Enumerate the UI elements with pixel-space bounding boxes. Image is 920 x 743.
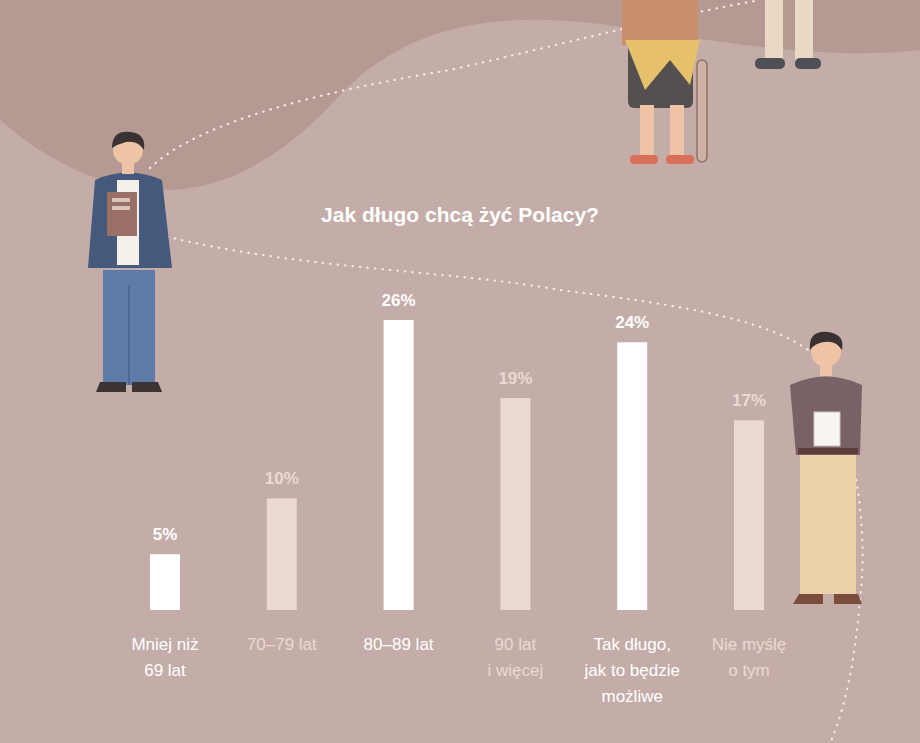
bar <box>500 398 530 610</box>
illustration-man-left <box>88 132 172 392</box>
bars <box>150 320 764 610</box>
category-label: Mniej niż 69 lat <box>90 632 240 684</box>
shoe <box>834 594 862 604</box>
value-label: 26% <box>382 291 416 310</box>
hair <box>810 332 843 350</box>
flannel <box>625 40 700 90</box>
title: Jak długo chcą żyć Polacy? <box>321 203 599 226</box>
shirt <box>622 0 698 45</box>
category-label: Nie myślę o tym <box>674 632 824 684</box>
leg <box>670 105 684 157</box>
value-label: 24% <box>615 313 649 332</box>
bar <box>734 420 764 610</box>
value-label: 17% <box>732 391 766 410</box>
skateboard <box>697 60 707 162</box>
leg <box>640 105 654 157</box>
belt <box>798 448 858 454</box>
shoe <box>96 382 126 392</box>
chart-svg: Jak długo chcą żyć Polacy? 5% 10% 26% 19% 24%… <box>0 0 920 743</box>
pants <box>103 270 155 385</box>
leg <box>795 0 813 60</box>
pants <box>800 452 856 594</box>
shoe <box>755 58 785 69</box>
hair <box>112 132 144 150</box>
shoe <box>793 594 823 604</box>
value-label: 19% <box>498 369 532 388</box>
category-label: 80–89 lat <box>324 632 474 658</box>
shoe <box>630 155 658 164</box>
value-label: 10% <box>265 469 299 488</box>
category-label: Tak długo, jak to będzie możliwe <box>557 632 707 710</box>
pants-seam <box>128 285 130 385</box>
dotted-line <box>150 0 760 168</box>
book-line <box>112 198 130 202</box>
bar <box>384 320 414 610</box>
wave <box>0 0 920 190</box>
illustration-skater <box>622 0 707 164</box>
category-label: 70–79 lat <box>207 632 357 658</box>
leg <box>765 0 783 60</box>
bar <box>617 342 647 610</box>
bar <box>150 554 180 610</box>
jacket <box>88 173 172 269</box>
bar <box>267 498 297 610</box>
illustration-person <box>755 0 821 69</box>
shoe <box>132 382 162 392</box>
tablet <box>814 412 840 446</box>
book-line <box>112 206 130 210</box>
shoe <box>795 58 821 69</box>
shirt <box>790 377 862 456</box>
category-label: 90 lat i więcej <box>440 632 590 684</box>
stage: Jak długo chcą żyć Polacy? 5% 10% 26% 19% 24%… <box>0 0 920 743</box>
dotted-line <box>160 235 863 743</box>
shoe <box>666 155 694 164</box>
book <box>107 192 137 236</box>
value-label: 5% <box>153 525 178 544</box>
illustration-man-right <box>790 332 862 604</box>
